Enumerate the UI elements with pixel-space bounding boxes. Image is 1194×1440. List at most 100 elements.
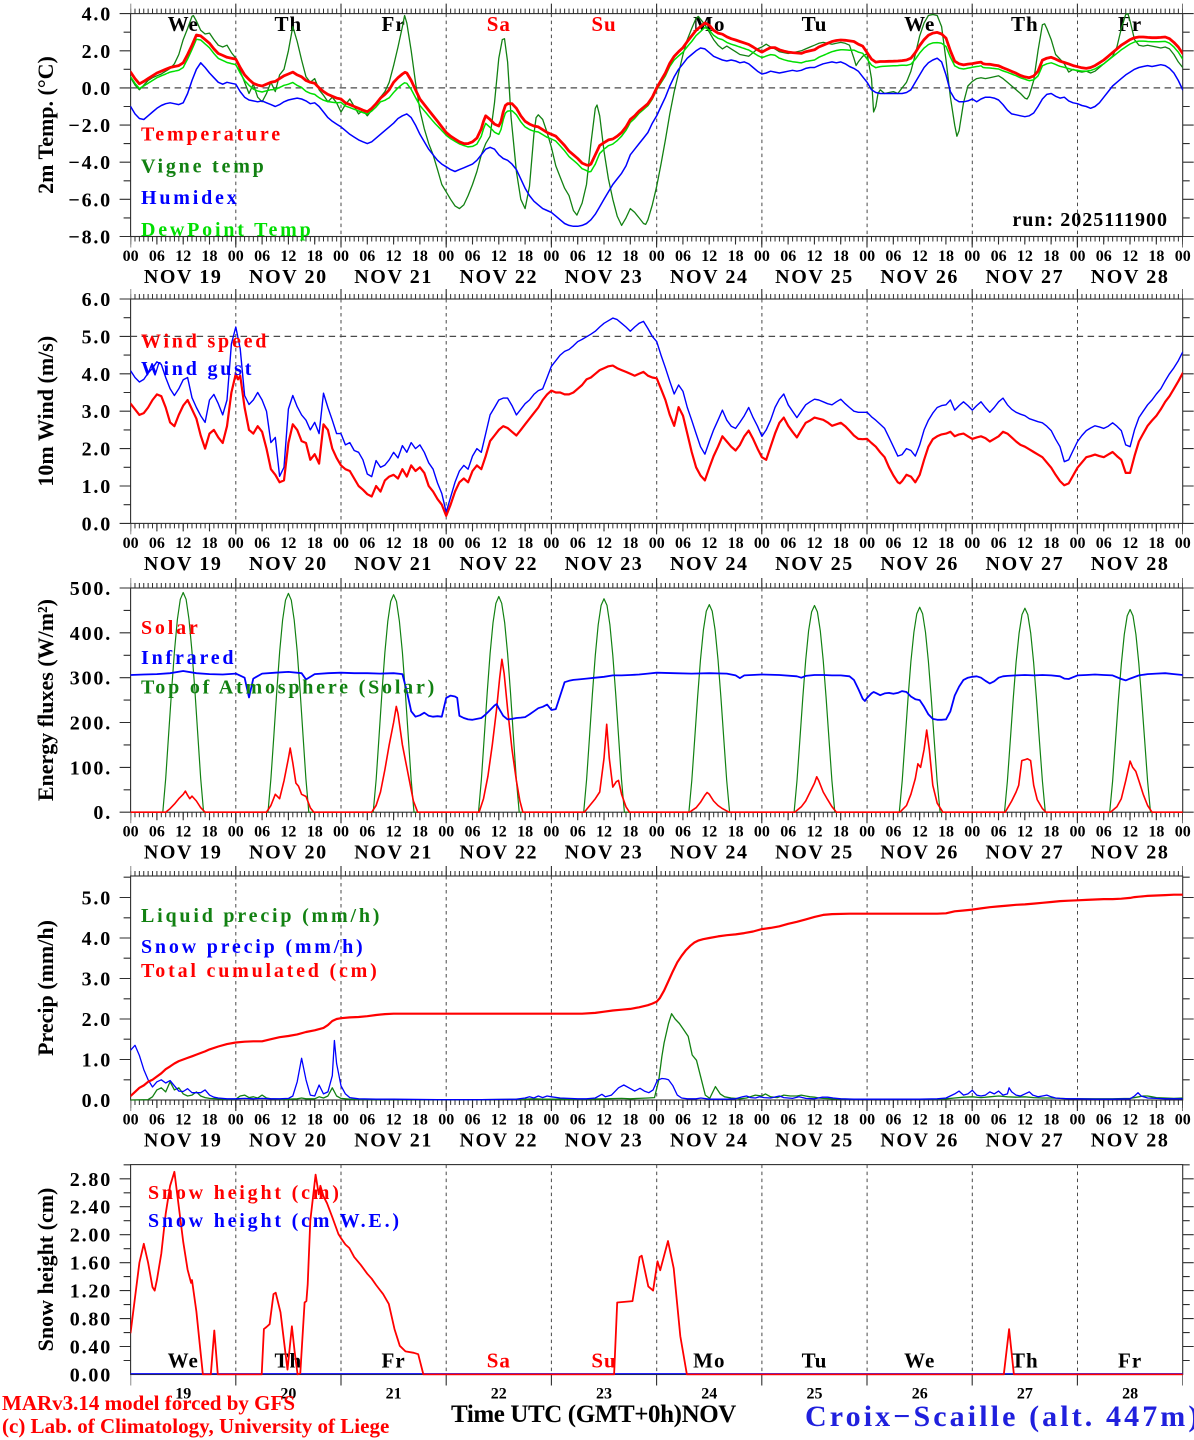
svg-text:00: 00 <box>228 1112 244 1129</box>
svg-text:12: 12 <box>175 1112 191 1129</box>
svg-text:18: 18 <box>938 1112 954 1129</box>
svg-text:18: 18 <box>202 535 218 552</box>
svg-text:12: 12 <box>912 248 928 265</box>
svg-text:00: 00 <box>333 535 349 552</box>
svg-text:We: We <box>168 12 199 36</box>
svg-text:6.0: 6.0 <box>82 289 112 311</box>
svg-text:06: 06 <box>570 1112 586 1129</box>
svg-text:NOV 22: NOV 22 <box>459 266 538 288</box>
svg-text:00: 00 <box>333 1112 349 1129</box>
svg-text:19: 19 <box>175 1386 191 1403</box>
svg-text:NOV 23: NOV 23 <box>565 842 644 864</box>
svg-text:18: 18 <box>412 248 428 265</box>
svg-text:00: 00 <box>649 535 665 552</box>
svg-text:12: 12 <box>386 1112 402 1129</box>
svg-text:12: 12 <box>175 248 191 265</box>
svg-text:00: 00 <box>1070 824 1086 841</box>
svg-text:Infrared: Infrared <box>141 647 236 669</box>
svg-text:18: 18 <box>1043 824 1059 841</box>
svg-text:0.0: 0.0 <box>82 78 112 100</box>
svg-text:18: 18 <box>517 824 533 841</box>
svg-text:MARv3.14 model forced by GFS: MARv3.14 model forced by GFS <box>2 1391 295 1415</box>
svg-text:22: 22 <box>491 1386 507 1403</box>
svg-text:2.0: 2.0 <box>82 41 112 63</box>
svg-text:NOV 27: NOV 27 <box>986 553 1065 575</box>
svg-text:06: 06 <box>465 248 481 265</box>
svg-text:18: 18 <box>307 535 323 552</box>
svg-text:NOV 24: NOV 24 <box>670 842 749 864</box>
svg-text:00: 00 <box>859 248 875 265</box>
svg-text:00: 00 <box>1175 824 1191 841</box>
svg-text:00: 00 <box>754 248 770 265</box>
svg-text:NOV 21: NOV 21 <box>354 553 433 575</box>
svg-text:00: 00 <box>964 248 980 265</box>
svg-text:18: 18 <box>412 1112 428 1129</box>
svg-text:12: 12 <box>1017 1112 1033 1129</box>
svg-text:Humidex: Humidex <box>141 187 240 209</box>
svg-text:18: 18 <box>833 1112 849 1129</box>
svg-text:Th: Th <box>275 12 303 36</box>
svg-text:Su: Su <box>591 12 616 36</box>
svg-text:NOV 19: NOV 19 <box>144 842 223 864</box>
svg-text:00: 00 <box>964 1112 980 1129</box>
svg-text:00: 00 <box>964 824 980 841</box>
svg-text:3.0: 3.0 <box>82 401 112 423</box>
svg-text:NOV 28: NOV 28 <box>1091 553 1170 575</box>
svg-text:Tu: Tu <box>802 12 828 36</box>
svg-text:18: 18 <box>1043 1112 1059 1129</box>
svg-text:Fr: Fr <box>1118 12 1142 36</box>
svg-text:00: 00 <box>649 248 665 265</box>
svg-text:18: 18 <box>622 824 638 841</box>
svg-text:NOV 22: NOV 22 <box>459 1130 538 1152</box>
svg-text:12: 12 <box>280 535 296 552</box>
svg-text:06: 06 <box>780 535 796 552</box>
svg-text:12: 12 <box>1017 824 1033 841</box>
svg-text:12: 12 <box>1122 248 1138 265</box>
svg-text:06: 06 <box>885 248 901 265</box>
svg-text:Wind gust: Wind gust <box>141 358 254 380</box>
svg-text:NOV 20: NOV 20 <box>249 842 328 864</box>
svg-text:0.0: 0.0 <box>82 513 112 535</box>
svg-text:00: 00 <box>543 1112 559 1129</box>
svg-text:28: 28 <box>1122 1386 1138 1403</box>
svg-text:06: 06 <box>149 535 165 552</box>
svg-text:Time UTC (GMT+0h)NOV: Time UTC (GMT+0h)NOV <box>451 1401 736 1428</box>
svg-text:1.0: 1.0 <box>82 1050 112 1072</box>
svg-text:06: 06 <box>149 824 165 841</box>
svg-text:06: 06 <box>465 535 481 552</box>
svg-text:12: 12 <box>175 535 191 552</box>
svg-text:Top of Atmosphere (Solar): Top of Atmosphere (Solar) <box>141 677 437 699</box>
svg-text:0.00: 0.00 <box>70 1365 112 1387</box>
svg-text:18: 18 <box>517 248 533 265</box>
svg-text:2m Temp. (°C): 2m Temp. (°C) <box>33 56 58 194</box>
svg-text:06: 06 <box>1096 1112 1112 1129</box>
svg-text:12: 12 <box>807 1112 823 1129</box>
svg-text:12: 12 <box>280 1112 296 1129</box>
svg-text:NOV 27: NOV 27 <box>986 266 1065 288</box>
svg-text:18: 18 <box>728 535 744 552</box>
svg-text:06: 06 <box>359 1112 375 1129</box>
svg-text:12: 12 <box>701 1112 717 1129</box>
svg-text:18: 18 <box>622 1112 638 1129</box>
svg-text:12: 12 <box>807 535 823 552</box>
svg-text:3.0: 3.0 <box>82 969 112 991</box>
svg-text:18: 18 <box>1148 535 1164 552</box>
svg-text:00: 00 <box>543 248 559 265</box>
svg-text:NOV 19: NOV 19 <box>144 553 223 575</box>
svg-text:Croix−Scaille (alt. 447m): Croix−Scaille (alt. 447m) <box>805 1400 1194 1433</box>
svg-text:06: 06 <box>570 535 586 552</box>
svg-text:18: 18 <box>1148 248 1164 265</box>
svg-text:06: 06 <box>780 824 796 841</box>
svg-text:06: 06 <box>675 248 691 265</box>
svg-text:06: 06 <box>465 1112 481 1129</box>
svg-text:NOV 25: NOV 25 <box>775 1130 854 1152</box>
svg-text:06: 06 <box>149 248 165 265</box>
svg-text:2.80: 2.80 <box>70 1169 112 1191</box>
svg-text:12: 12 <box>596 248 612 265</box>
svg-text:−4.0: −4.0 <box>68 152 112 174</box>
svg-text:12: 12 <box>280 248 296 265</box>
svg-text:18: 18 <box>938 824 954 841</box>
svg-text:00: 00 <box>543 535 559 552</box>
svg-text:06: 06 <box>1096 824 1112 841</box>
svg-text:18: 18 <box>307 824 323 841</box>
